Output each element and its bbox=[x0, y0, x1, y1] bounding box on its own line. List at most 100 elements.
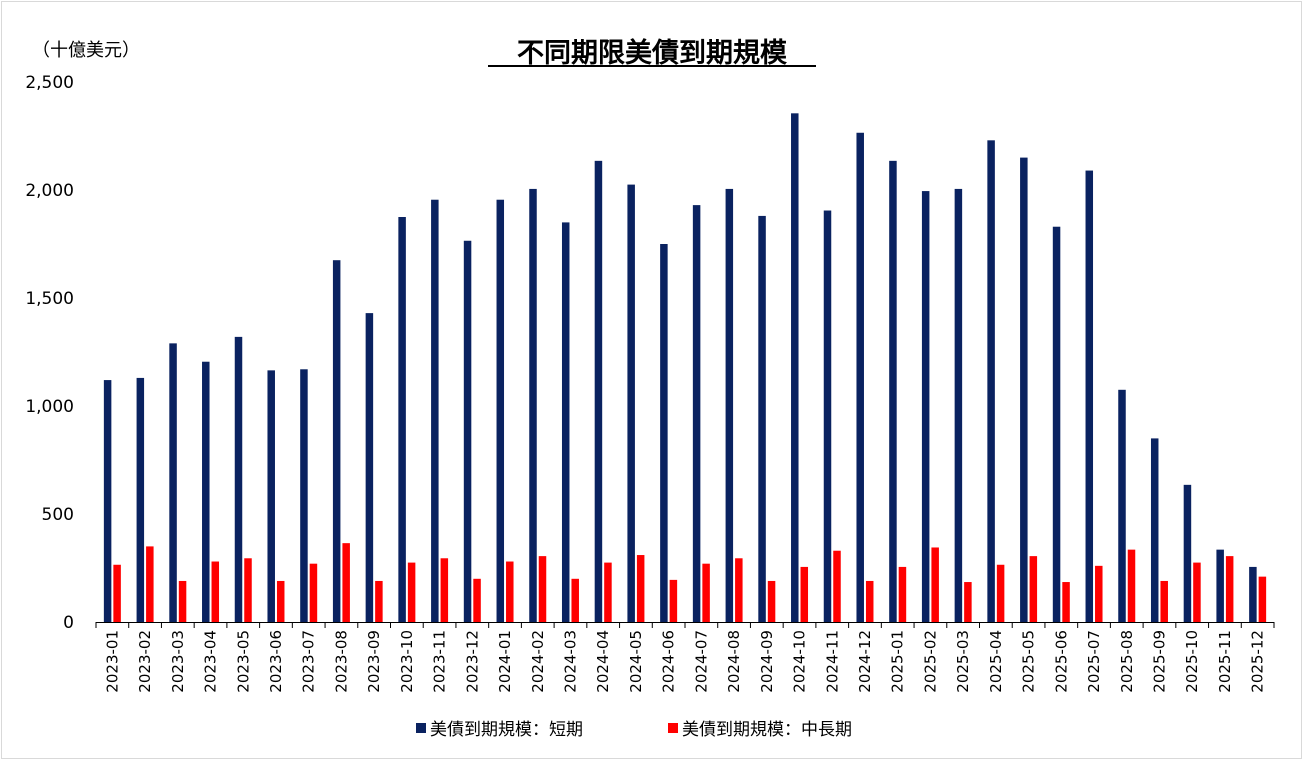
bar-short-term bbox=[725, 188, 734, 623]
bar-short-term bbox=[823, 210, 832, 622]
x-tick-label: 2025-01 bbox=[889, 630, 907, 693]
bar-short-term bbox=[1249, 566, 1257, 622]
bar-short-term bbox=[1052, 226, 1061, 622]
x-tick-label: 2023-03 bbox=[169, 630, 187, 693]
y-tick-label: 2,500 bbox=[25, 73, 74, 93]
bar-short-term bbox=[1183, 484, 1192, 622]
unit-label: （十億美元） bbox=[32, 40, 140, 61]
bar-long-term bbox=[636, 555, 645, 622]
chart-title: 不同期限美債到期規模 bbox=[517, 37, 787, 69]
bar-short-term bbox=[627, 184, 635, 622]
bar-short-term bbox=[1118, 389, 1126, 622]
bar-short-term bbox=[431, 199, 439, 622]
bar-long-term bbox=[931, 547, 939, 622]
x-tick-label: 2024-05 bbox=[627, 630, 645, 693]
bar-long-term bbox=[538, 556, 547, 622]
x-tick-label: 2023-07 bbox=[300, 630, 318, 693]
bar-long-term bbox=[604, 562, 612, 622]
bar-short-term bbox=[463, 240, 472, 622]
bar-long-term bbox=[146, 546, 154, 622]
bar-long-term bbox=[702, 563, 710, 622]
bar-long-term bbox=[1258, 576, 1267, 622]
bar-long-term bbox=[669, 579, 678, 622]
bar-long-term bbox=[1029, 556, 1038, 622]
x-tick-label: 2025-11 bbox=[1216, 630, 1234, 693]
bar-short-term bbox=[202, 361, 210, 622]
bar-long-term bbox=[375, 580, 383, 622]
bar-short-term bbox=[332, 260, 341, 622]
legend-label-long-term: 美債到期規模：中長期 bbox=[682, 720, 852, 740]
bar-long-term bbox=[1127, 549, 1136, 622]
x-tick-label: 2023-12 bbox=[463, 630, 481, 693]
y-tick-label: 1,500 bbox=[25, 289, 74, 309]
x-tick-label: 2024-03 bbox=[561, 630, 579, 693]
x-tick-label: 2024-09 bbox=[758, 630, 776, 693]
x-tick-label: 2024-02 bbox=[529, 630, 547, 693]
bar-long-term bbox=[440, 558, 449, 622]
bar-long-term bbox=[473, 578, 481, 622]
legend: 美債到期規模：短期 美債到期規模：中長期 bbox=[416, 720, 852, 740]
bar-long-term bbox=[865, 580, 874, 622]
legend-label-short-term: 美債到期規模：短期 bbox=[430, 720, 583, 740]
x-tick-label: 2025-05 bbox=[1020, 630, 1038, 693]
x-tick-label: 2023-05 bbox=[234, 630, 252, 693]
bar-long-term bbox=[276, 580, 285, 622]
bar-long-term bbox=[244, 558, 252, 622]
bar-short-term bbox=[954, 188, 963, 623]
bar-long-term bbox=[1062, 582, 1070, 622]
x-tick-label: 2023-06 bbox=[267, 630, 285, 693]
x-tick-label: 2024-01 bbox=[496, 630, 514, 693]
bar-short-term bbox=[267, 370, 275, 622]
x-tick-label: 2024-08 bbox=[725, 630, 743, 693]
bar-long-term bbox=[1225, 556, 1234, 622]
bar-long-term bbox=[996, 564, 1005, 622]
bar-short-term bbox=[594, 160, 603, 622]
bar-short-term bbox=[889, 160, 897, 622]
x-tick-label: 2025-06 bbox=[1052, 630, 1070, 693]
bar-long-term bbox=[735, 558, 743, 622]
x-tick-label: 2025-02 bbox=[921, 630, 939, 693]
bar-short-term bbox=[987, 140, 995, 622]
bar-long-term bbox=[1193, 562, 1201, 622]
bar-long-term bbox=[767, 580, 776, 622]
legend-swatch-long-term bbox=[668, 723, 678, 733]
bar-short-term bbox=[791, 113, 799, 622]
bar-long-term bbox=[571, 578, 579, 622]
bar-short-term bbox=[1216, 549, 1224, 622]
bar-long-term bbox=[506, 561, 514, 622]
legend-swatch-short-term bbox=[416, 723, 426, 733]
y-tick-label: 2,000 bbox=[25, 181, 74, 201]
bar-long-term bbox=[833, 550, 841, 622]
bar-short-term bbox=[1020, 157, 1028, 622]
x-tick-label: 2023-09 bbox=[365, 630, 383, 693]
bar-long-term bbox=[211, 561, 220, 622]
x-tick-label: 2025-07 bbox=[1085, 630, 1103, 693]
bar-short-term bbox=[921, 191, 930, 622]
bar-short-term bbox=[136, 377, 145, 622]
x-tick-label: 2023-11 bbox=[431, 630, 449, 693]
x-tick-label: 2023-10 bbox=[398, 630, 416, 693]
x-axis-ticks: 2023-01 2023-02 2023-03 2023-04 2023-05 2023-… bbox=[95, 622, 1275, 693]
bar-short-term bbox=[692, 205, 701, 622]
bar-long-term bbox=[1160, 580, 1168, 622]
bar-short-term bbox=[1150, 438, 1159, 622]
bar-long-term bbox=[800, 566, 809, 622]
bar-short-term bbox=[660, 244, 668, 622]
bar-short-term bbox=[234, 336, 243, 622]
bar-long-term bbox=[309, 563, 318, 622]
bar-short-term bbox=[169, 343, 177, 622]
bar-long-term bbox=[1095, 565, 1103, 622]
x-tick-label: 2025-10 bbox=[1183, 630, 1201, 693]
x-tick-label: 2025-12 bbox=[1249, 630, 1267, 693]
bar-short-term bbox=[300, 369, 308, 622]
bar-short-term bbox=[561, 222, 570, 622]
bar-short-term bbox=[103, 380, 112, 622]
x-tick-label: 2024-11 bbox=[823, 630, 841, 693]
x-tick-label: 2024-04 bbox=[594, 630, 612, 693]
x-tick-label: 2024-12 bbox=[856, 630, 874, 693]
bars bbox=[103, 113, 1267, 623]
y-tick-label: 500 bbox=[42, 505, 74, 525]
x-tick-label: 2024-07 bbox=[692, 630, 710, 693]
